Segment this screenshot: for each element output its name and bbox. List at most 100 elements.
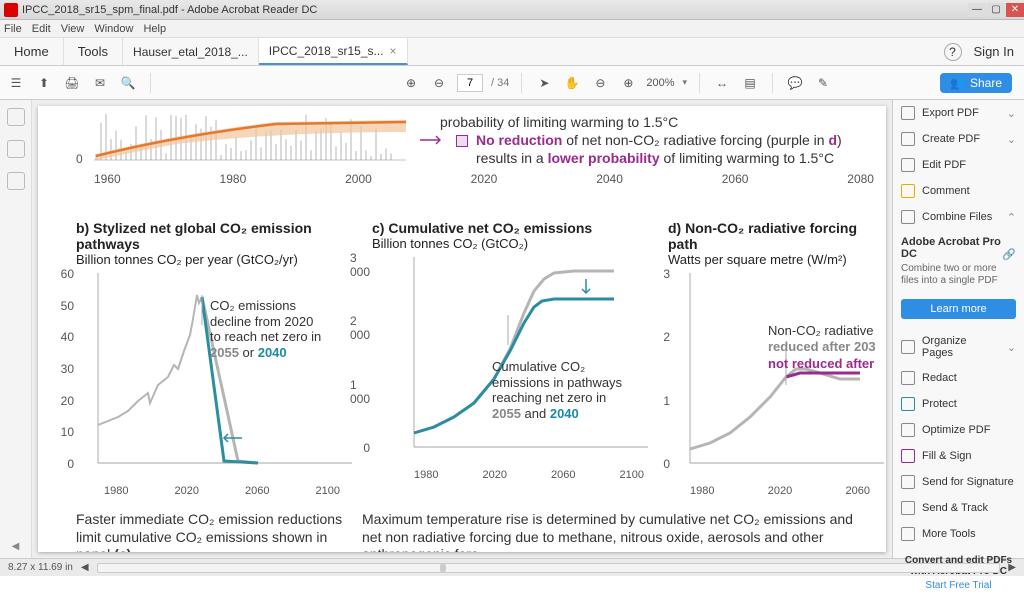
rp-sendsig[interactable]: Send for Signature [893,469,1024,495]
comment-icon[interactable]: 💬 [785,73,805,93]
rp-optimize[interactable]: Optimize PDF [893,417,1024,443]
menu-view[interactable]: View [61,23,85,35]
menubar: File Edit View Window Help [0,20,1024,38]
caption-cd: Maximum temperature rise is determined b… [362,511,868,552]
menu-edit[interactable]: Edit [32,23,51,35]
comment-panel-icon [901,184,915,198]
pointer-icon[interactable]: ➤ [534,73,554,93]
legend-box: probability of limiting warming to 1.5°C… [420,114,868,200]
print-icon[interactable]: 🖨 [62,73,82,93]
create-icon [901,132,915,146]
xa-3: 2020 [471,172,498,186]
xa-0: 1960 [94,172,121,186]
panel-b-sub: Billion tonnes CO₂ per year (GtCO₂/yr) [76,252,362,267]
legend-line2: No reduction of net non-CO₂ radiative fo… [476,132,868,167]
toolbar: ☰ ⬆ 🖨 ✉ 🔍 ⊕ ⊖ / 34 ➤ ✋ ⊖ ⊕ 200% ▾ ↔ ▤ 💬 … [0,66,1024,100]
panel-b-note: CO₂ emissions decline from 2020 to reach… [210,298,321,360]
menu-file[interactable]: File [4,23,22,35]
xa-1: 1980 [220,172,247,186]
leftrail-collapse-icon[interactable]: ◀ [12,541,20,558]
sidebar-toggle-icon[interactable]: ☰ [6,73,26,93]
panel-c-note: Cumulative CO₂ emissions in pathways rea… [492,359,622,421]
left-rail: ◀ [0,100,32,558]
page-dimensions: 8.27 x 11.69 in [8,562,73,573]
page-down-icon[interactable]: ⊖ [429,73,449,93]
rp-sendtrack[interactable]: Send & Track [893,495,1024,521]
panel-d: d) Non-CO₂ radiative forcing path Watts … [668,220,884,497]
tab-hauser[interactable]: Hauser_etal_2018_... [123,38,259,65]
rp-create[interactable]: Create PDF⌄ [893,126,1024,152]
panel-c: c) Cumulative net CO₂ emissions Billion … [372,220,658,497]
panel-d-note: Non-CO₂ radiative reduced after 203 not … [768,323,876,372]
document-viewport[interactable]: 1960 1980 2000 2020 2040 2060 2080 0 pro… [32,100,892,558]
search-icon[interactable]: 🔍 [118,73,138,93]
fillsign-icon [901,449,915,463]
xa-4: 2040 [596,172,623,186]
optimize-icon [901,423,915,437]
export-icon [901,106,915,120]
panel-b: b) Stylized net global CO₂ emission path… [76,220,362,497]
organize-icon [901,340,915,354]
zoom-out-icon[interactable]: ⊖ [590,73,610,93]
minimize-button[interactable]: — [968,3,986,17]
menu-help[interactable]: Help [143,23,166,35]
promo-box: Adobe Acrobat Pro DC 🔗 Combine two or mo… [893,230,1024,293]
rp-redact[interactable]: Redact [893,365,1024,391]
pdf-page: 1960 1980 2000 2020 2040 2060 2080 0 pro… [38,106,886,552]
tab-ipcc[interactable]: IPCC_2018_sr15_s... × [259,38,408,65]
panel-a-chart: 1960 1980 2000 2020 2040 2060 2080 0 [76,114,406,200]
menu-window[interactable]: Window [94,23,133,35]
protect-icon [901,397,915,411]
ya-0: 0 [76,152,83,166]
hand-icon[interactable]: ✋ [562,73,582,93]
mail-icon[interactable]: ✉ [90,73,110,93]
layers-icon[interactable] [7,172,25,190]
rp-fillsign[interactable]: Fill & Sign [893,443,1024,469]
learn-more-button[interactable]: Learn more [901,299,1016,319]
main: ◀ 1960 1980 2000 2020 2040 2060 2080 0 p… [0,100,1024,558]
page-input[interactable] [457,74,483,92]
titlebar: IPCC_2018_sr15_spm_final.pdf - Adobe Acr… [0,0,1024,20]
zoom-in-icon[interactable]: ⊕ [618,73,638,93]
fit-width-icon[interactable]: ↔ [712,73,732,93]
rp-organize[interactable]: Organize Pages⌄ [893,329,1024,365]
attachment-icon[interactable] [7,140,25,158]
rp-edit[interactable]: Edit PDF [893,152,1024,178]
legend-cutoff: probability of limiting warming to 1.5°C [440,114,868,130]
zoom-level[interactable]: 200% [646,77,674,89]
panel-d-title: d) Non-CO₂ radiative forcing path [668,220,884,252]
nav-tools[interactable]: Tools [64,38,123,65]
rp-moretools[interactable]: More Tools [893,521,1024,547]
caption-b: Faster immediate CO₂ emission reductions… [76,511,346,552]
xa-6: 2080 [847,172,874,186]
redact-icon [901,371,915,385]
rp-combine[interactable]: Combine Files⌃ [893,204,1024,230]
highlight-icon[interactable]: ✎ [813,73,833,93]
page-total: 34 [497,77,509,89]
tab-hauser-label: Hauser_etal_2018_... [133,45,248,59]
window-title: IPCC_2018_sr15_spm_final.pdf - Adobe Acr… [22,4,967,16]
rp-export[interactable]: Export PDF⌄ [893,100,1024,126]
combine-icon [901,210,915,224]
rp-comment[interactable]: Comment [893,178,1024,204]
panel-c-sub: Billion tonnes CO₂ (GtCO₂) [372,236,658,251]
rp-protect[interactable]: Protect [893,391,1024,417]
fit-page-icon[interactable]: ▤ [740,73,760,93]
share-icon: 👥 [950,76,965,90]
maximize-button[interactable]: ▢ [987,3,1005,17]
trial-link[interactable]: Start Free Trial [901,580,1016,591]
help-icon[interactable]: ? [944,43,962,61]
h-scrollbar[interactable] [97,563,1001,573]
share-button[interactable]: 👥 Share [940,73,1012,93]
tab-close-icon[interactable]: × [390,44,397,58]
close-button[interactable]: ✕ [1006,3,1024,17]
nav-home[interactable]: Home [0,38,64,65]
signin-link[interactable]: Sign In [974,44,1014,59]
save-icon[interactable]: ⬆ [34,73,54,93]
purple-swatch [456,135,468,147]
thumbnails-icon[interactable] [7,108,25,126]
editpdf-icon [901,158,915,172]
share-label: Share [970,76,1002,90]
page-up-icon[interactable]: ⊕ [401,73,421,93]
topnav: Home Tools Hauser_etal_2018_... IPCC_201… [0,38,1024,66]
